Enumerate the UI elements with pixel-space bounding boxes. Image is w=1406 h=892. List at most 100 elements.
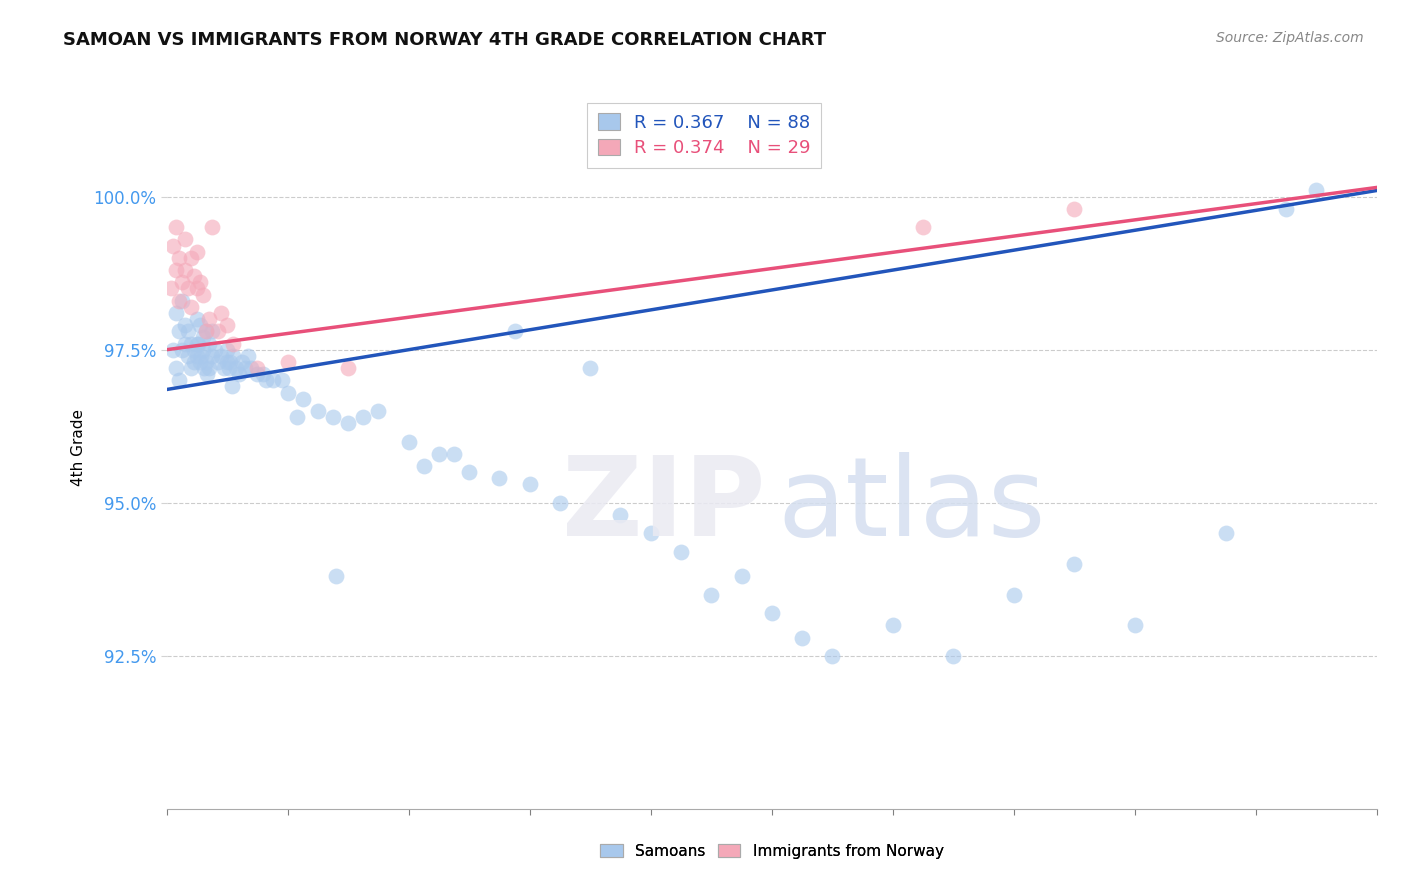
Point <box>201 349 224 363</box>
Point <box>1123 618 1146 632</box>
Point <box>337 416 360 430</box>
Point <box>1063 202 1085 216</box>
Point <box>503 324 526 338</box>
Point <box>219 355 242 369</box>
Point <box>167 251 190 265</box>
Point <box>488 471 510 485</box>
Point <box>173 318 195 333</box>
Point <box>246 367 269 381</box>
Point <box>186 244 208 259</box>
Point <box>188 355 211 369</box>
Point <box>246 361 269 376</box>
Point <box>191 330 214 344</box>
Text: SAMOAN VS IMMIGRANTS FROM NORWAY 4TH GRADE CORRELATION CHART: SAMOAN VS IMMIGRANTS FROM NORWAY 4TH GRA… <box>63 31 827 49</box>
Point <box>173 263 195 277</box>
Point <box>165 361 187 376</box>
Y-axis label: 4th Grade: 4th Grade <box>72 409 86 486</box>
Point <box>1215 526 1237 541</box>
Point <box>238 349 260 363</box>
Point <box>217 355 239 369</box>
Point <box>177 324 200 338</box>
Point <box>188 276 211 290</box>
Point <box>222 349 245 363</box>
Point <box>609 508 631 522</box>
Point <box>198 336 221 351</box>
Point <box>183 355 205 369</box>
Point <box>519 477 541 491</box>
Point <box>188 318 211 333</box>
Point <box>1275 202 1298 216</box>
Point <box>180 251 202 265</box>
Point <box>191 287 214 301</box>
Point <box>790 631 813 645</box>
Point <box>761 606 783 620</box>
Point <box>256 373 278 387</box>
Point <box>165 306 187 320</box>
Point <box>252 367 274 381</box>
Point <box>669 545 692 559</box>
Point <box>204 343 226 357</box>
Point <box>427 447 450 461</box>
Point <box>194 355 217 369</box>
Point <box>270 373 292 387</box>
Point <box>186 281 208 295</box>
Point <box>193 361 215 376</box>
Point <box>443 447 465 461</box>
Point <box>1063 557 1085 571</box>
Point <box>186 336 208 351</box>
Point <box>579 361 602 376</box>
Text: ZIP: ZIP <box>562 452 766 559</box>
Point <box>167 324 190 338</box>
Point <box>191 343 214 357</box>
Point <box>173 336 195 351</box>
Point <box>277 385 299 400</box>
Point <box>222 336 245 351</box>
Point <box>180 300 202 314</box>
Point <box>337 361 360 376</box>
Point <box>548 496 571 510</box>
Point <box>165 220 187 235</box>
Point <box>912 220 935 235</box>
Point <box>218 361 240 376</box>
Point <box>942 648 965 663</box>
Point <box>201 220 224 235</box>
Point <box>285 410 308 425</box>
Point <box>209 349 232 363</box>
Point <box>160 281 183 295</box>
Point <box>700 588 723 602</box>
Point <box>186 312 208 326</box>
Point <box>186 349 208 363</box>
Point <box>197 367 219 381</box>
Point <box>233 361 256 376</box>
Point <box>167 373 190 387</box>
Point <box>221 379 243 393</box>
Point <box>180 361 202 376</box>
Point <box>291 392 314 406</box>
Point <box>307 404 329 418</box>
Point <box>183 343 205 357</box>
Point <box>170 343 193 357</box>
Text: atlas: atlas <box>778 452 1046 559</box>
Point <box>198 361 221 376</box>
Point <box>225 361 247 376</box>
Point <box>217 318 239 333</box>
Point <box>167 293 190 308</box>
Point <box>177 281 200 295</box>
Point <box>170 293 193 308</box>
Point <box>165 263 187 277</box>
Point <box>198 312 221 326</box>
Point <box>240 361 263 376</box>
Point <box>194 324 217 338</box>
Point <box>190 349 212 363</box>
Point <box>821 648 844 663</box>
Point <box>262 373 284 387</box>
Point <box>177 349 200 363</box>
Point <box>207 355 229 369</box>
Point <box>352 410 374 425</box>
Point <box>322 410 344 425</box>
Point <box>217 343 239 357</box>
Point <box>231 355 253 369</box>
Text: Source: ZipAtlas.com: Source: ZipAtlas.com <box>1216 31 1364 45</box>
Point <box>730 569 752 583</box>
Point <box>173 232 195 246</box>
